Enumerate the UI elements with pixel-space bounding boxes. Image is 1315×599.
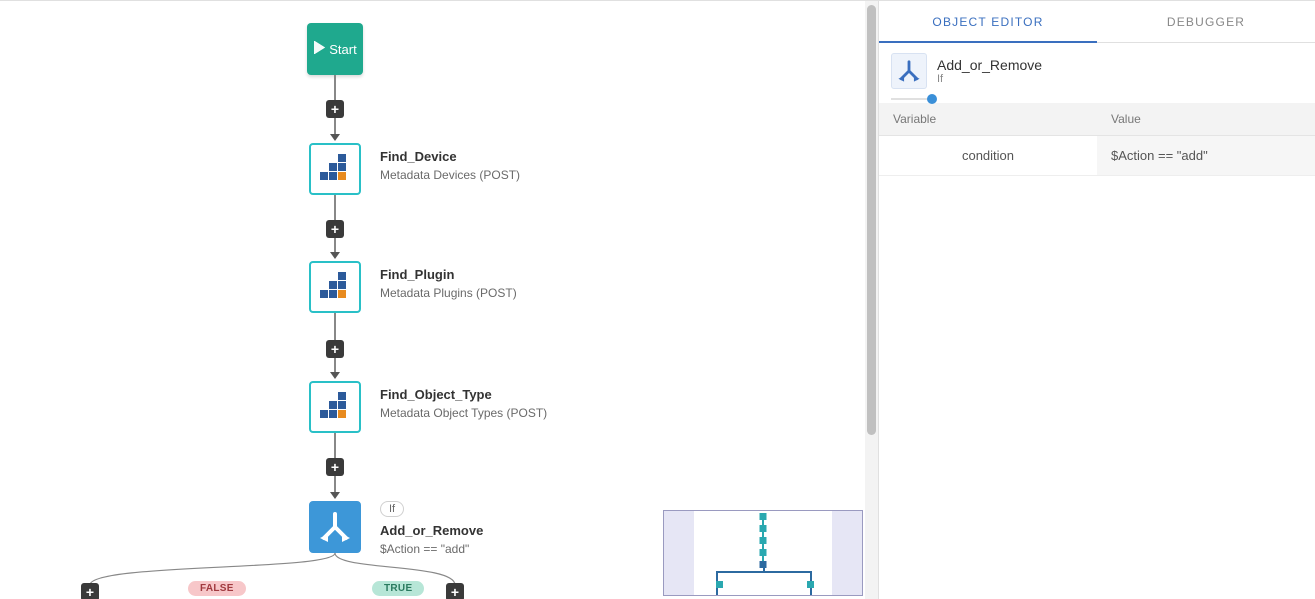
metadata-icon xyxy=(318,152,352,186)
add-false-branch-button[interactable]: + xyxy=(81,583,99,599)
add-step-button[interactable]: + xyxy=(326,340,344,358)
minimap[interactable] xyxy=(663,510,863,596)
col-variable: Variable xyxy=(879,103,1097,136)
connector xyxy=(334,238,336,252)
connector xyxy=(334,433,336,458)
arrow-icon xyxy=(330,134,340,141)
node-subtitle: Metadata Object Types (POST) xyxy=(380,406,547,420)
connector xyxy=(334,476,336,492)
side-tabs: OBJECT EDITOR DEBUGGER xyxy=(879,1,1315,43)
arrow-icon xyxy=(330,492,340,499)
object-branch-icon xyxy=(891,53,927,89)
node-title: Find_Device xyxy=(380,149,520,164)
side-panel: OBJECT EDITOR DEBUGGER Add_or_Remove If … xyxy=(878,1,1315,599)
variables-table: Variable Value condition $Action == "add… xyxy=(879,103,1315,176)
metadata-icon xyxy=(318,390,352,424)
node-add-or-remove[interactable] xyxy=(309,501,361,553)
cell-value[interactable]: $Action == "add" xyxy=(1097,136,1315,176)
metadata-icon xyxy=(318,270,352,304)
connector xyxy=(334,358,336,372)
arrow-icon xyxy=(330,252,340,259)
node-title: Add_or_Remove xyxy=(380,523,483,538)
add-step-button[interactable]: + xyxy=(326,220,344,238)
node-subtitle: Metadata Devices (POST) xyxy=(380,168,520,182)
add-true-branch-button[interactable]: + xyxy=(446,583,464,599)
main-container: Start + Find_Device Metadata xyxy=(0,0,1315,599)
branch-true-label: TRUE xyxy=(372,581,424,596)
node-add-or-remove-labels: If Add_or_Remove $Action == "add" xyxy=(380,501,483,556)
node-subtitle: Metadata Plugins (POST) xyxy=(380,286,517,300)
start-node[interactable]: Start xyxy=(307,23,363,75)
add-step-button[interactable]: + xyxy=(326,100,344,118)
object-name: Add_or_Remove xyxy=(937,57,1042,73)
play-icon xyxy=(313,41,326,57)
object-slider[interactable] xyxy=(879,95,1315,103)
scrollbar-track[interactable] xyxy=(865,1,878,599)
arrow-icon xyxy=(330,372,340,379)
branch-icon xyxy=(318,510,352,544)
node-find-object-type-labels: Find_Object_Type Metadata Object Types (… xyxy=(380,387,547,420)
if-pill: If xyxy=(380,501,404,517)
node-find-plugin-labels: Find_Plugin Metadata Plugins (POST) xyxy=(380,267,517,300)
start-label: Start xyxy=(329,42,356,57)
object-header-text: Add_or_Remove If xyxy=(937,57,1042,85)
scrollbar-thumb[interactable] xyxy=(867,5,876,435)
canvas-inner: Start + Find_Device Metadata xyxy=(0,1,878,599)
node-find-object-type[interactable] xyxy=(309,381,361,433)
connector xyxy=(334,118,336,134)
object-header: Add_or_Remove If xyxy=(879,43,1315,95)
tab-debugger[interactable]: DEBUGGER xyxy=(1097,1,1315,42)
object-type: If xyxy=(937,73,1042,85)
tab-object-editor[interactable]: OBJECT EDITOR xyxy=(879,1,1097,42)
connector xyxy=(334,313,336,340)
workflow-canvas[interactable]: Start + Find_Device Metadata xyxy=(0,1,878,599)
node-find-device[interactable] xyxy=(309,143,361,195)
node-find-plugin[interactable] xyxy=(309,261,361,313)
cell-variable: condition xyxy=(879,136,1097,176)
node-title: Find_Plugin xyxy=(380,267,517,282)
node-subtitle: $Action == "add" xyxy=(380,542,483,556)
connector xyxy=(334,195,336,220)
connector xyxy=(334,75,336,100)
minimap-inner xyxy=(694,511,832,595)
node-find-device-labels: Find_Device Metadata Devices (POST) xyxy=(380,149,520,182)
table-row[interactable]: condition $Action == "add" xyxy=(879,136,1315,176)
branch-false-label: FALSE xyxy=(188,581,246,596)
node-title: Find_Object_Type xyxy=(380,387,547,402)
add-step-button[interactable]: + xyxy=(326,458,344,476)
col-value: Value xyxy=(1097,103,1315,136)
branch-connectors xyxy=(80,553,590,599)
